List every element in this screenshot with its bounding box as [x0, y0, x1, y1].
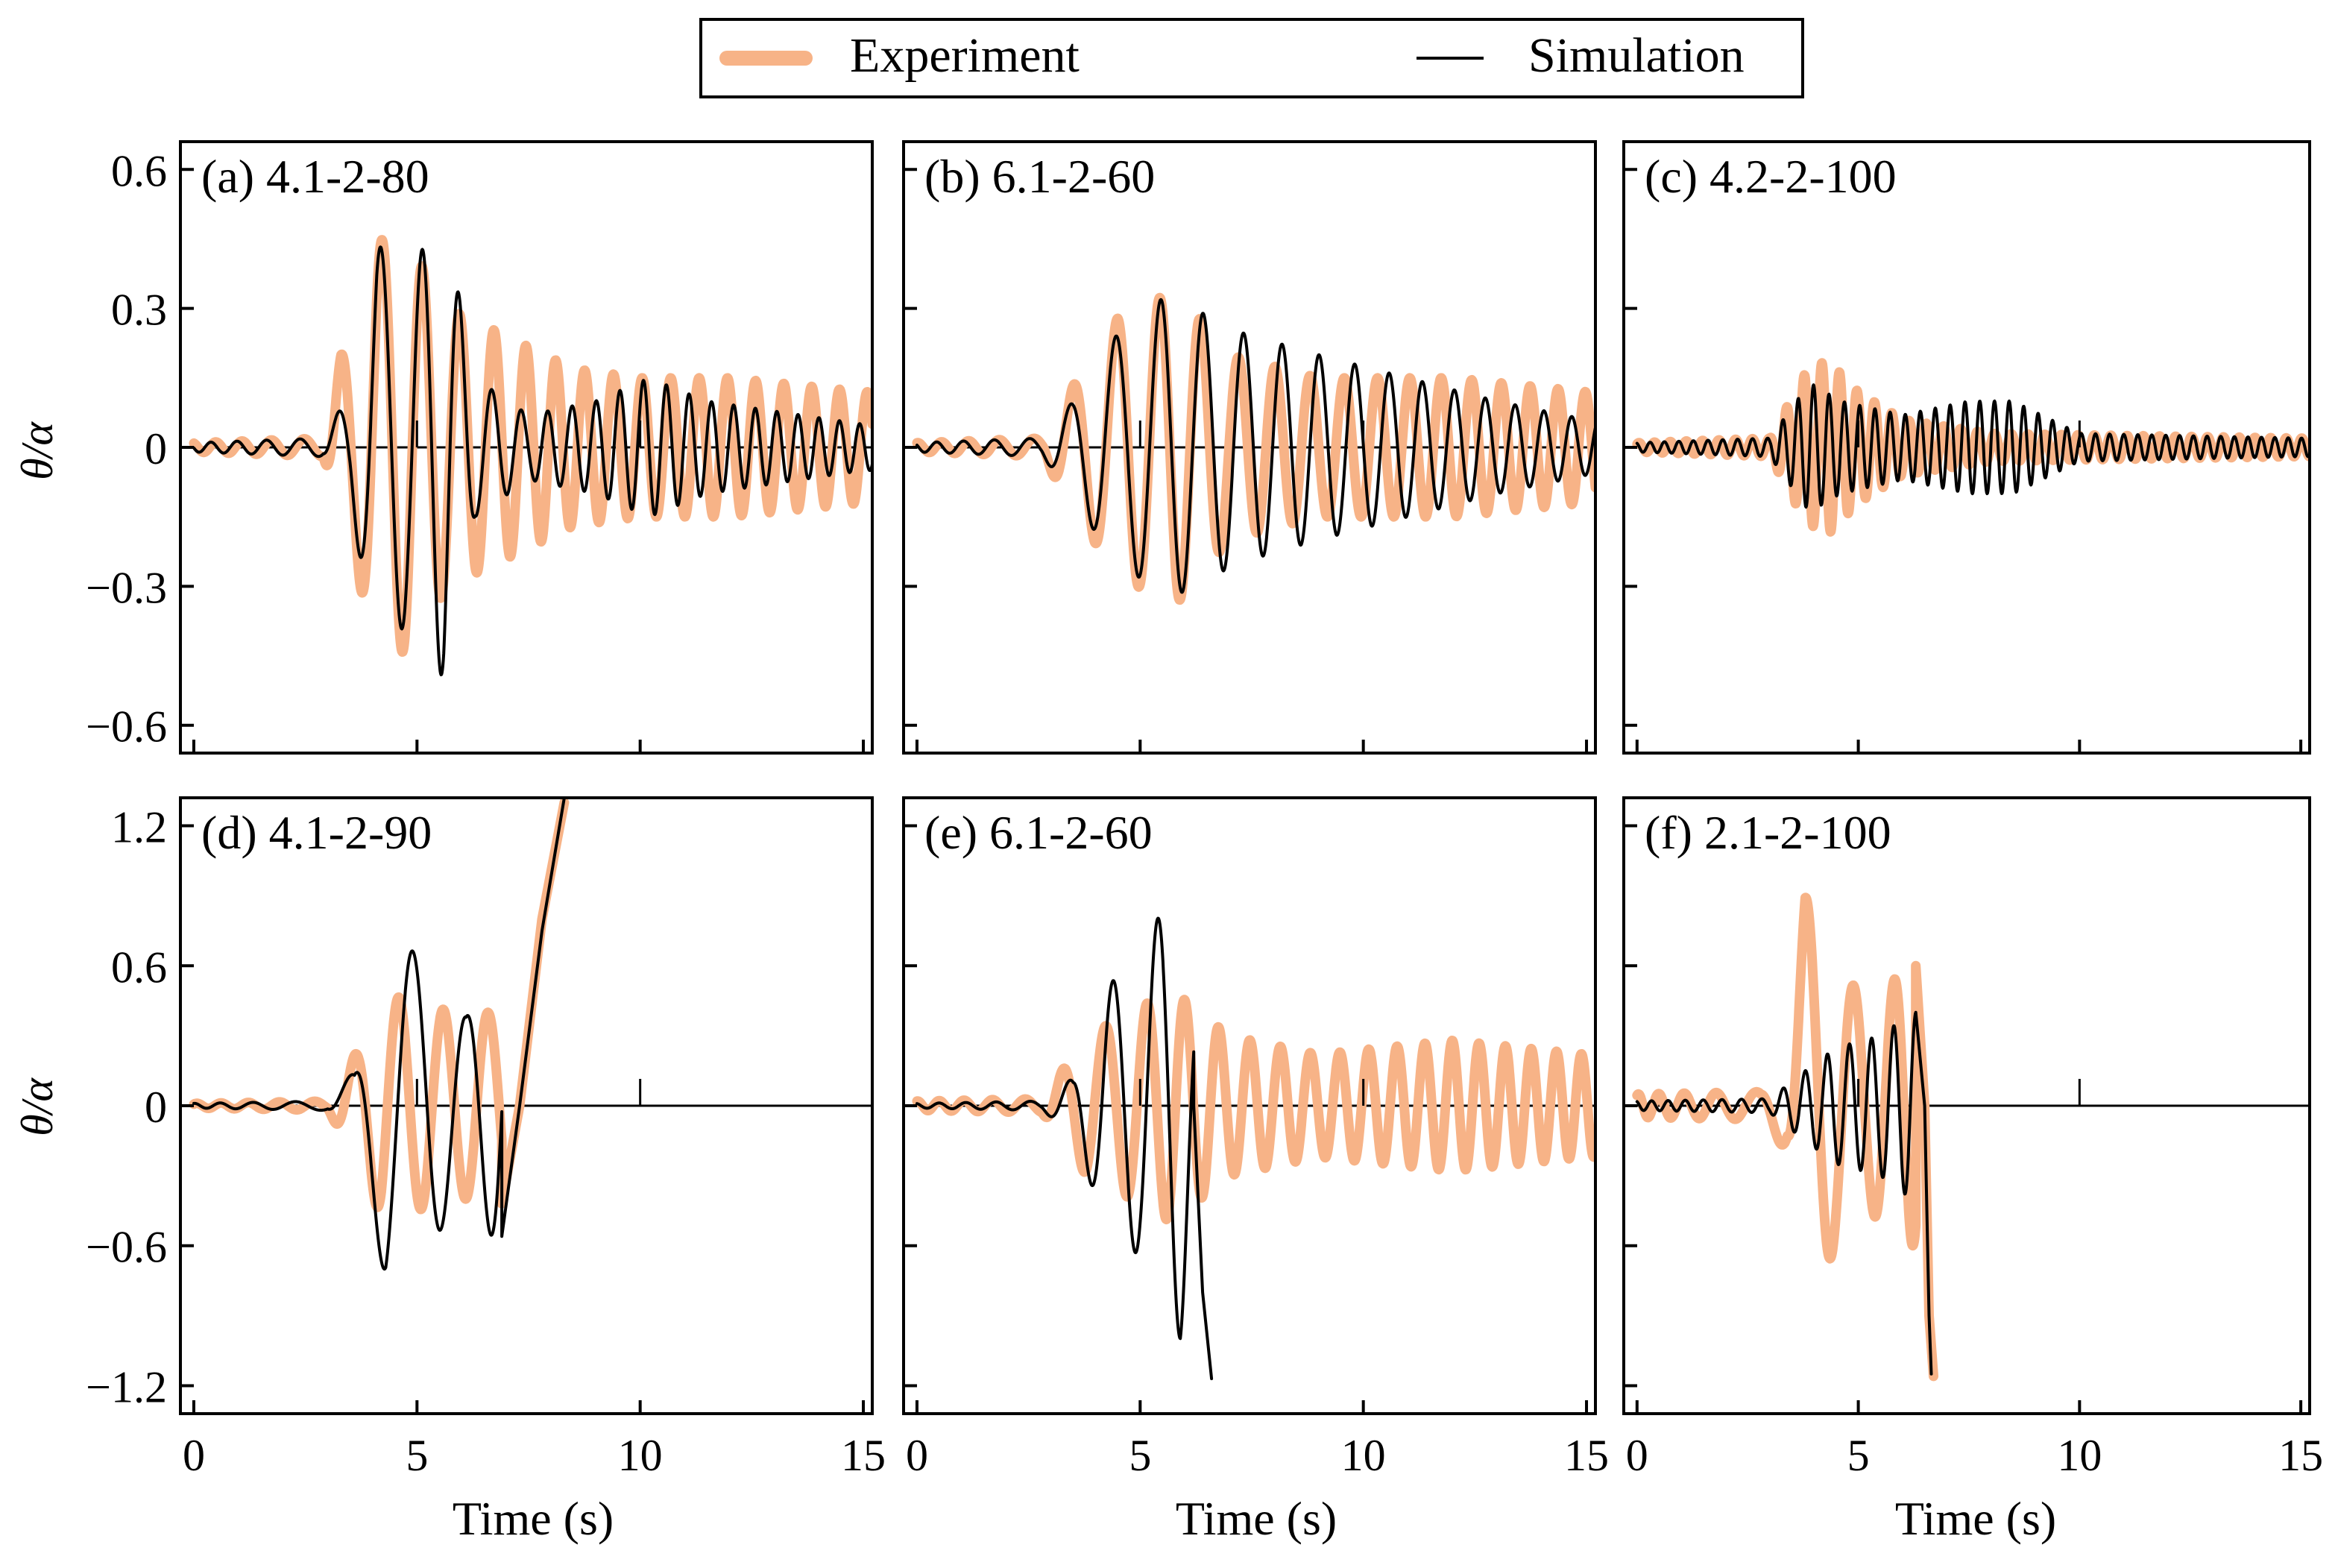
ylabel-top: θ/α	[13, 421, 62, 480]
panels: −0.6 −0.3 0 0.3 0.6 (a) 4.1-2-80 (b) 6.1-2-60 (…	[86, 140, 2323, 1480]
xtick-label: 0	[183, 1431, 205, 1480]
experiment-line-e	[912, 995, 1595, 1224]
panel-title-f: (f) 2.1-2-100	[1645, 806, 1891, 859]
panel-d: −1.2 −0.6 0 0.6 1.2 0 5 10 15 (d) 4.1-2-90	[86, 796, 886, 1480]
xtick-label: 10	[1341, 1431, 1386, 1480]
xtick-label: 10	[2057, 1431, 2102, 1480]
xtick-label: 15	[1564, 1431, 1609, 1480]
panel-title-c: (c) 4.2-2-100	[1645, 150, 1897, 203]
panel-title-e: (e) 6.1-2-60	[924, 806, 1153, 859]
ytick-label: −1.2	[86, 1362, 167, 1411]
xtick-label: 10	[618, 1431, 663, 1480]
legend-experiment-label: Experiment	[850, 28, 1080, 83]
panel-title-a: (a) 4.1-2-80	[201, 150, 429, 203]
ylabel-bottom: θ/α	[13, 1077, 62, 1136]
experiment-line-d	[189, 798, 570, 1215]
xtick-label: 5	[1129, 1431, 1151, 1480]
ytick-label: −0.6	[86, 702, 167, 752]
xtick-label: 0	[906, 1431, 928, 1480]
panel-c: (c) 4.2-2-100	[1622, 140, 2311, 755]
experiment-line-f	[1632, 892, 1938, 1382]
ytick-label: −0.6	[86, 1223, 167, 1272]
legend: Experiment Simulation	[699, 18, 1804, 98]
xlabel-f: Time (s)	[1895, 1492, 2056, 1545]
xtick-label: 5	[1847, 1431, 1870, 1480]
simulation-line-f	[1635, 1010, 1933, 1376]
simulation-line-c	[1635, 383, 2310, 509]
experiment-line-a	[189, 235, 872, 657]
ytick-label: 0	[145, 1083, 167, 1132]
xtick-label: 0	[1626, 1431, 1648, 1480]
panel-title-b: (b) 6.1-2-60	[924, 150, 1155, 203]
xlabel-e: Time (s)	[1176, 1492, 1337, 1545]
panel-e: 0 5 10 15 (e) 6.1-2-60	[902, 796, 1609, 1480]
panel-f: 0 5 10 15 (f) 2.1-2-100	[1622, 796, 2323, 1480]
ytick-label: 1.2	[111, 803, 167, 852]
experiment-line-b	[912, 292, 1595, 605]
simulation-line-d	[192, 798, 566, 1271]
simulation-line-b	[916, 297, 1595, 594]
panel-b: (b) 6.1-2-60	[902, 140, 1597, 755]
panel-a: −0.6 −0.3 0 0.3 0.6 (a) 4.1-2-80	[86, 140, 874, 755]
experiment-line-c	[1632, 358, 2310, 537]
legend-simulation-label: Simulation	[1528, 28, 1745, 83]
simulation-line-e	[916, 916, 1214, 1381]
panel-title-d: (d) 4.1-2-90	[201, 806, 432, 859]
xtick-label: 15	[841, 1431, 886, 1480]
ytick-label: 0.3	[111, 286, 167, 335]
xtick-label: 15	[2278, 1431, 2323, 1480]
simulation-line-a	[192, 245, 872, 676]
ytick-label: 0	[145, 424, 167, 473]
legend-box	[699, 18, 1804, 98]
ytick-label: 0.6	[111, 942, 167, 992]
xtick-label: 5	[406, 1431, 428, 1480]
ytick-label: 0.6	[111, 146, 167, 195]
ytick-label: −0.3	[86, 563, 167, 612]
xlabel-d: Time (s)	[453, 1492, 614, 1545]
